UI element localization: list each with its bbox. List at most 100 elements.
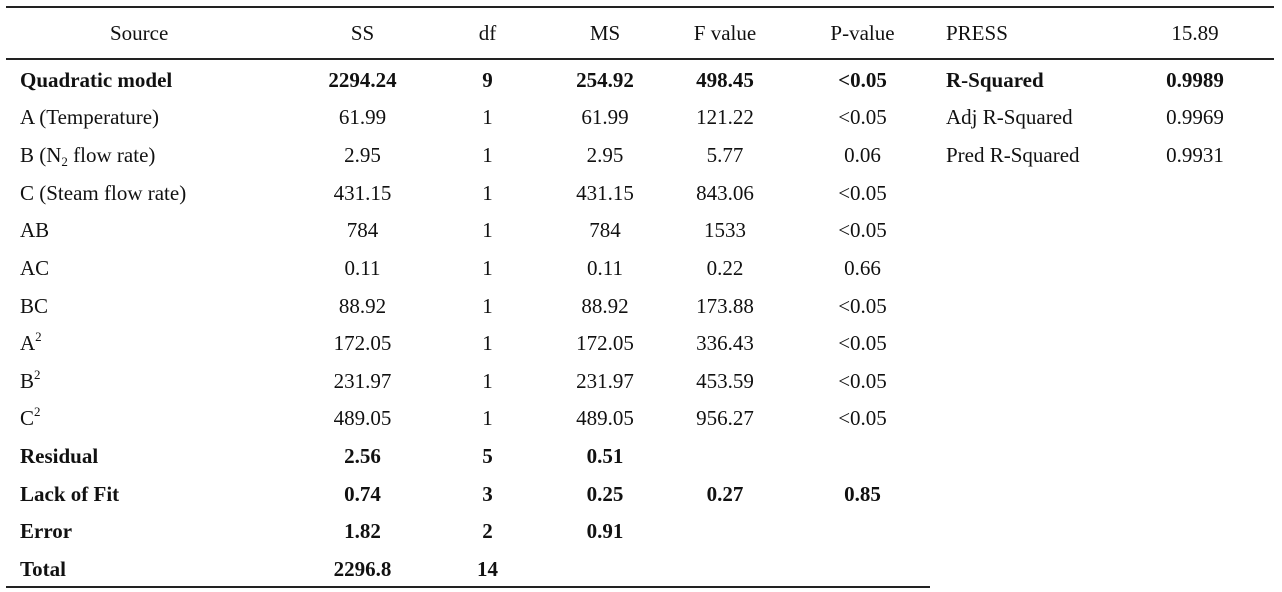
row-f-value: 1533 [704, 218, 746, 242]
row-df: 1 [482, 143, 493, 167]
row-p-value [805, 438, 920, 474]
row-p-value: <0.05 [838, 331, 887, 355]
row-df: 14 [477, 557, 498, 581]
table-row: BC 88.92 1 88.92 173.88 <0.05 [0, 288, 1282, 324]
row-ss: 431.15 [333, 181, 392, 205]
header-ss: SS [350, 21, 375, 45]
row-ss: 61.99 [338, 105, 387, 129]
row-source: A2 [20, 329, 42, 355]
row-ss: 0.74 [344, 482, 381, 506]
row-p-value: <0.05 [838, 406, 887, 430]
row-f-value: 453.59 [696, 369, 754, 393]
row-ss: 1.82 [344, 519, 381, 543]
row-ss: 2294.24 [328, 68, 397, 92]
row-source: Total [20, 557, 66, 581]
row-source: B2 [20, 367, 41, 393]
row-p-value [805, 551, 920, 587]
stat-label-adj-r-squared: Adj R-Squared [946, 105, 1073, 129]
table-row: A2 172.05 1 172.05 336.43 <0.05 [0, 325, 1282, 361]
row-f-value: 956.27 [696, 406, 754, 430]
row-ms: 0.11 [587, 256, 623, 280]
table-row: Total 2296.8 14 [0, 551, 1282, 587]
stat-value-press: 15.89 [1171, 21, 1219, 45]
row-ss: 784 [346, 218, 379, 242]
table-row: Lack of Fit 0.74 3 0.25 0.27 0.85 [0, 476, 1282, 512]
row-ms: 0.25 [586, 482, 624, 506]
row-f-value: 0.27 [706, 482, 744, 506]
row-ss: 172.05 [333, 331, 392, 355]
row-ms: 61.99 [581, 105, 629, 129]
row-df: 1 [482, 218, 493, 242]
row-df: 2 [482, 519, 493, 543]
table-row: Error 1.82 2 0.91 [0, 513, 1282, 549]
table-header-rule [6, 58, 1274, 60]
table-row: AB 784 1 784 1533 <0.05 [0, 212, 1282, 248]
row-f-value: 121.22 [696, 105, 754, 129]
row-df: 1 [482, 256, 493, 280]
stat-value-adj-r-squared: 0.9969 [1166, 105, 1224, 129]
header-source: Source [110, 21, 169, 45]
table-row: C2 489.05 1 489.05 956.27 <0.05 [0, 400, 1282, 436]
row-source: BC [20, 294, 49, 318]
row-source: AB [20, 218, 50, 242]
stat-label-pred-r-squared: Pred R-Squared [946, 143, 1080, 167]
table-row: C (Steam flow rate) 431.15 1 431.15 843.… [0, 175, 1282, 211]
row-ms [540, 551, 670, 587]
row-ms: 0.91 [586, 519, 624, 543]
row-p-value: 0.06 [844, 143, 881, 167]
table-row: B2 231.97 1 231.97 453.59 <0.05 [0, 363, 1282, 399]
stat-value-r-squared: 0.9989 [1166, 68, 1224, 92]
row-ms: 2.95 [586, 143, 624, 167]
table-top-rule [6, 6, 1274, 8]
row-p-value: <0.05 [838, 369, 887, 393]
row-source: Error [20, 519, 73, 543]
row-f-value: 336.43 [696, 331, 754, 355]
table-row: Quadratic model 2294.24 9 254.92 498.45 … [0, 62, 1282, 98]
row-source: A (Temperature) [20, 105, 160, 129]
row-ss: 489.05 [333, 406, 392, 430]
row-df: 1 [482, 406, 493, 430]
row-p-value: <0.05 [838, 105, 887, 129]
row-f-value: 173.88 [696, 294, 754, 318]
row-ms: 88.92 [581, 294, 629, 318]
row-f-value: 0.22 [706, 256, 744, 280]
table-row: AC 0.11 1 0.11 0.22 0.66 [0, 250, 1282, 286]
row-ss: 2.95 [344, 143, 381, 167]
header-p-value: P-value [830, 21, 895, 45]
table-row: B (N2 flow rate) 2.95 1 2.95 5.77 0.06 P… [0, 137, 1282, 173]
row-p-value: <0.05 [838, 68, 887, 92]
row-ms: 784 [589, 218, 621, 242]
row-df: 1 [482, 369, 493, 393]
row-f-value: 5.77 [706, 143, 744, 167]
row-p-value: <0.05 [838, 181, 887, 205]
row-f-value [660, 438, 790, 474]
row-source: C (Steam flow rate) [20, 181, 187, 205]
header-df: df [478, 21, 497, 45]
row-p-value: <0.05 [838, 218, 887, 242]
row-f-value: 498.45 [696, 68, 754, 92]
row-f-value: 843.06 [696, 181, 754, 205]
row-ms: 254.92 [576, 68, 634, 92]
row-ms: 172.05 [576, 331, 634, 355]
row-ss: 0.11 [344, 256, 381, 280]
row-source: C2 [20, 404, 41, 430]
row-source: Quadratic model [20, 68, 173, 92]
row-ss: 2296.8 [333, 557, 392, 581]
row-p-value: 0.66 [844, 256, 881, 280]
stat-label-press: PRESS [946, 21, 1008, 45]
row-p-value: 0.85 [844, 482, 881, 506]
row-ss: 231.97 [333, 369, 392, 393]
row-df: 1 [482, 181, 493, 205]
stat-label-r-squared: R-Squared [946, 68, 1044, 92]
table-row: A (Temperature) 61.99 1 61.99 121.22 <0.… [0, 99, 1282, 135]
row-df: 9 [482, 68, 493, 92]
row-source: AC [20, 256, 50, 280]
stat-value-pred-r-squared: 0.9931 [1166, 143, 1224, 167]
row-ss: 88.92 [338, 294, 387, 318]
row-source: B (N2 flow rate) [20, 143, 156, 169]
row-df: 3 [482, 482, 493, 506]
table-bottom-rule [6, 586, 930, 588]
row-ms: 489.05 [576, 406, 634, 430]
row-df: 5 [482, 444, 493, 468]
row-ss: 2.56 [344, 444, 381, 468]
